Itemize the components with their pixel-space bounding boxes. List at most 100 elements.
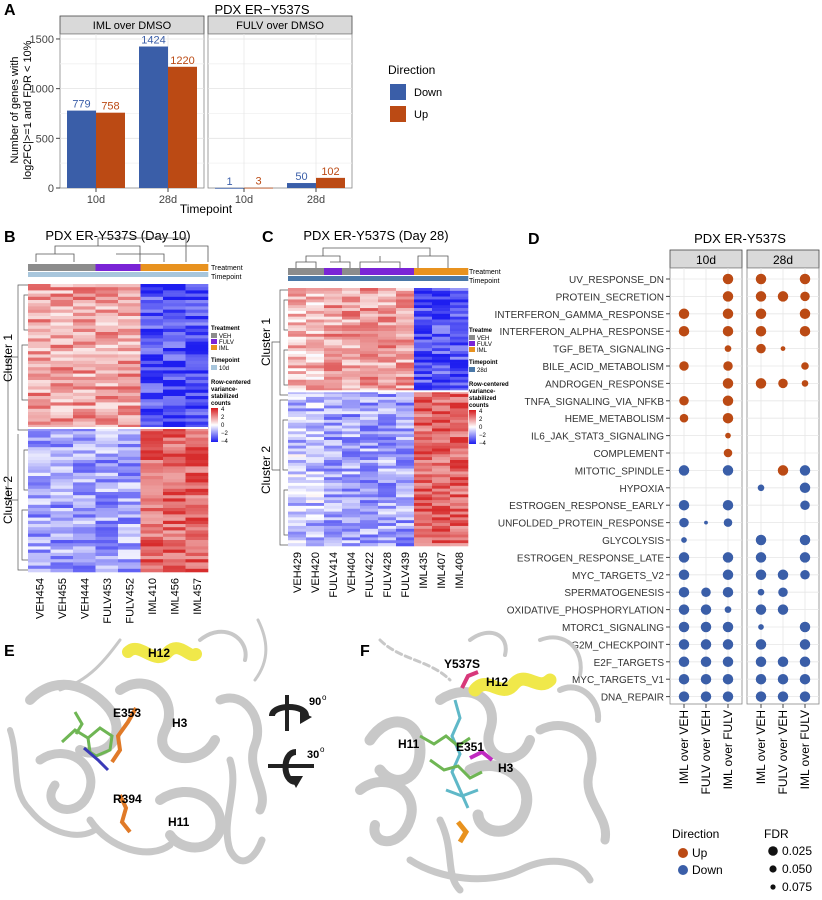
heat-cell [140,568,164,573]
heat-cell [414,296,433,300]
heat-cell [185,386,209,390]
heat-cell [288,313,307,317]
heat-cell [360,305,379,309]
pathway-label: COMPLEMENT [593,449,664,460]
heat-cell [378,368,397,372]
heat-cell [432,425,451,429]
dot-down [678,691,690,702]
heat-cell [450,480,469,484]
heat-cell [95,511,119,515]
heat-cell [396,359,415,363]
heat-cell [163,556,186,560]
heat-cell [342,374,361,378]
heat-cell [28,450,51,454]
heat-cell [324,431,343,435]
heat-cell [185,412,209,416]
heat-cell [342,331,361,335]
heat-cell [28,351,51,355]
heat-cell [396,439,415,444]
heat-cell [432,331,451,335]
heat-cell [342,540,361,544]
heat-cell [378,339,397,343]
heat-cell [73,495,96,499]
heat-cell [163,568,186,573]
bar-up [316,177,345,188]
heat-cell [163,402,186,406]
heat-cell [324,540,343,544]
legend-swatch-iml [211,345,217,350]
heat-cell [396,402,415,406]
heat-cell [73,399,96,403]
heat-cell [95,520,119,525]
heat-cell [306,414,325,418]
heat-cell [73,552,96,557]
heat-cell [450,543,469,547]
heat-cell [450,520,469,524]
heat-cell [360,379,379,383]
heat-cell [432,523,451,527]
heatmap-b-dendrogram-top [35,237,209,262]
heat-cell [140,530,164,534]
heat-cell [163,284,186,288]
heat-cell [360,396,379,401]
heat-cell [185,488,209,493]
heat-cell [28,421,51,426]
heat-cell [28,479,51,483]
heat-cell [50,530,74,534]
heat-cell [396,396,415,401]
heat-cell [378,417,397,421]
heat-cell [185,332,209,336]
heat-cell [396,288,415,292]
heat-cell [73,380,96,384]
heat-cell [342,511,361,515]
heat-cell [95,482,119,486]
heat-cell [185,501,209,506]
heat-cell [163,498,186,502]
heat-cell [414,359,433,363]
heat-cell [50,306,74,310]
heat-cell [414,385,433,389]
heat-cell [28,319,51,323]
heat-cell [432,319,451,323]
heat-cell [306,445,325,449]
heat-cell [360,491,379,495]
heat-cell [378,480,397,484]
cluster-label-b-1: Cluster 1 [1,334,15,382]
heat-cell [73,418,96,422]
heat-cell [324,494,343,498]
dot-up [800,291,810,302]
heat-cell [73,431,96,435]
heat-cell [185,453,209,458]
heat-cell [73,447,96,451]
heat-cell [140,399,164,403]
heat-cell [118,485,141,490]
heat-cell [185,434,209,438]
heat-cell [342,310,361,315]
legend-swatch-up [390,106,406,122]
heat-cell [306,465,325,469]
heat-cell [306,437,325,441]
legend-color-scale [469,410,476,444]
heat-cell [396,385,415,389]
heat-cell [306,302,325,306]
heat-cell [432,471,451,475]
heat-cell [360,437,379,441]
heat-cell [140,482,164,486]
heat-cell [140,469,164,474]
heat-cell [432,422,451,426]
heat-cell [50,284,74,288]
y-tick-label: 1500 [30,34,54,46]
heat-cell [378,465,397,469]
heat-cell [118,431,141,435]
heat-cell [306,296,325,300]
heat-cell [163,460,186,464]
heat-cell [342,425,361,429]
dot-down [799,621,811,633]
heat-cell [342,319,361,323]
heat-cell [73,344,96,349]
dot-down [777,673,789,685]
heat-cell [50,293,74,298]
dot-down [722,552,734,563]
heat-cell [288,385,307,389]
heat-cell [414,431,433,435]
